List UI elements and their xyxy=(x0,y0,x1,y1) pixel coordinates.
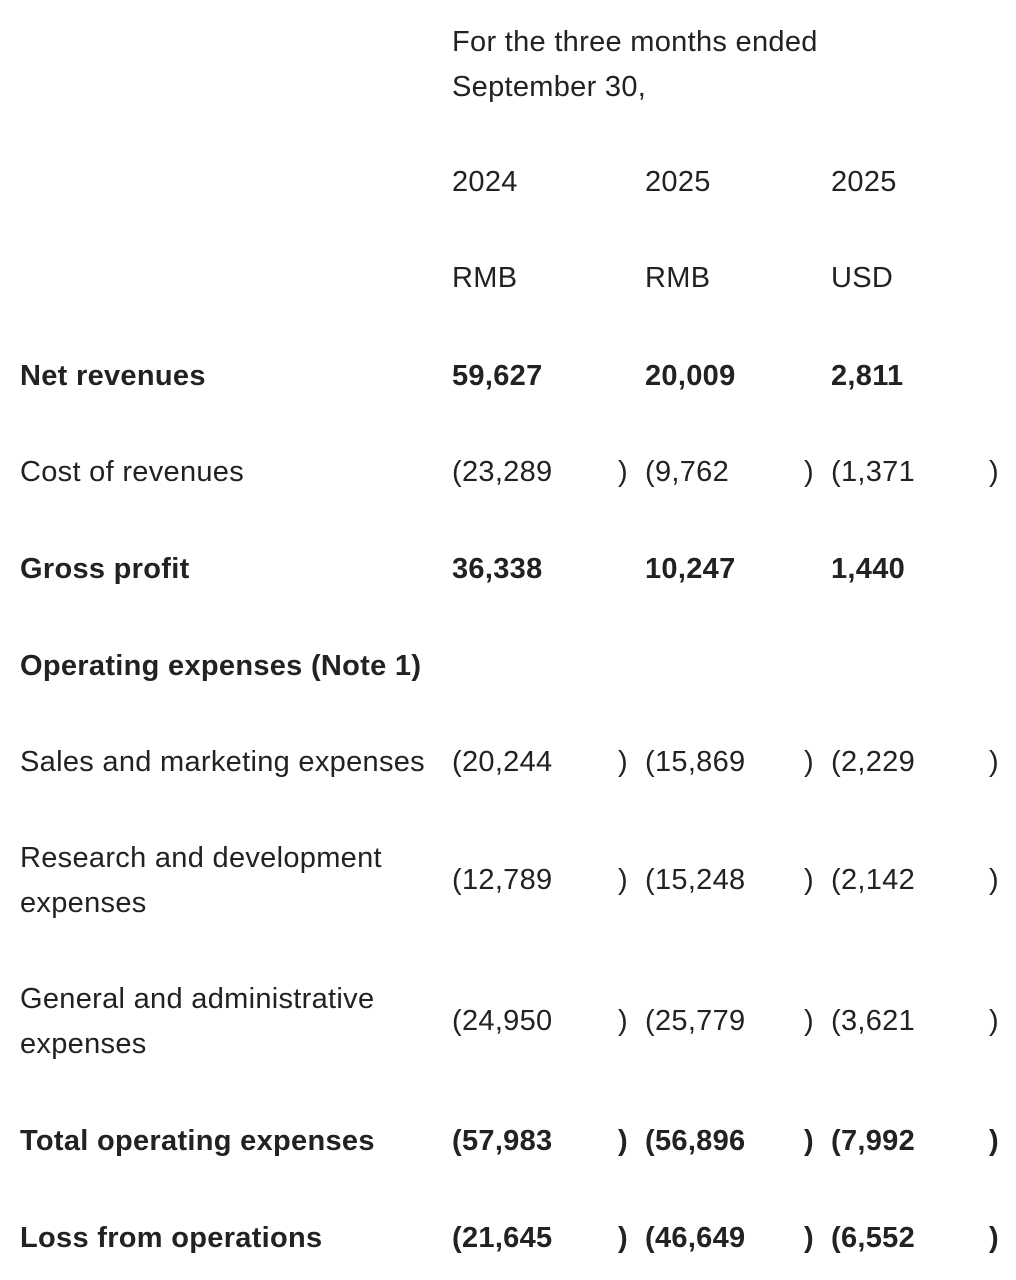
row-label: General and administrative xyxy=(20,983,375,1015)
closing-paren: ) xyxy=(804,456,814,488)
closing-paren: ) xyxy=(618,1125,628,1157)
row-value-col3: (6,552 xyxy=(831,1222,916,1254)
closing-paren: ) xyxy=(804,746,814,778)
year-header-col1: 2024 xyxy=(452,166,518,198)
row-value-col1: (21,645 xyxy=(452,1222,553,1254)
row-label: Gross profit xyxy=(20,553,190,585)
row-value-col3: 2,811 xyxy=(831,360,904,392)
closing-paren: ) xyxy=(989,1222,999,1254)
row-value-col2: (9,762 xyxy=(645,456,730,488)
closing-paren: ) xyxy=(989,1125,999,1157)
closing-paren: ) xyxy=(804,1005,814,1037)
closing-paren: ) xyxy=(989,456,999,488)
row-label-continued: expenses xyxy=(20,1028,147,1060)
row-value-col1: 36,338 xyxy=(452,553,543,585)
currency-header-col2: RMB xyxy=(645,262,711,294)
row-value-col1: (12,789 xyxy=(452,864,553,896)
row-value-col3: (2,142 xyxy=(831,864,916,896)
period-header-line1: For the three months ended xyxy=(452,26,818,58)
row-label: Research and development xyxy=(20,842,382,874)
currency-header-col1: RMB xyxy=(452,262,518,294)
row-value-col2: 10,247 xyxy=(645,553,736,585)
row-value-col3: (2,229 xyxy=(831,746,916,778)
row-value-col1: (24,950 xyxy=(452,1005,553,1037)
row-value-col1: (57,983 xyxy=(452,1125,553,1157)
closing-paren: ) xyxy=(618,1005,628,1037)
row-value-col3: (7,992 xyxy=(831,1125,916,1157)
row-label: Net revenues xyxy=(20,360,206,392)
closing-paren: ) xyxy=(618,864,628,896)
currency-header-col3: USD xyxy=(831,262,894,294)
closing-paren: ) xyxy=(989,746,999,778)
row-label: Total operating expenses xyxy=(20,1125,375,1157)
closing-paren: ) xyxy=(618,1222,628,1254)
section-label: Operating expenses (Note 1) xyxy=(20,650,422,682)
row-label-continued: expenses xyxy=(20,887,147,919)
row-value-col1: (20,244 xyxy=(452,746,553,778)
row-value-col2: (56,896 xyxy=(645,1125,746,1157)
row-value-col2: 20,009 xyxy=(645,360,736,392)
row-label: Loss from operations xyxy=(20,1222,323,1254)
closing-paren: ) xyxy=(989,864,999,896)
row-value-col2: (15,869 xyxy=(645,746,746,778)
row-value-col2: (25,779 xyxy=(645,1005,746,1037)
row-value-col3: (3,621 xyxy=(831,1005,916,1037)
period-header-line2: September 30, xyxy=(452,71,647,103)
year-header-col2: 2025 xyxy=(645,166,711,198)
row-value-col1: 59,627 xyxy=(452,360,543,392)
row-value-col1: (23,289 xyxy=(452,456,553,488)
closing-paren: ) xyxy=(804,864,814,896)
closing-paren: ) xyxy=(989,1005,999,1037)
closing-paren: ) xyxy=(804,1125,814,1157)
closing-paren: ) xyxy=(618,456,628,488)
year-header-col3: 2025 xyxy=(831,166,897,198)
row-value-col2: (46,649 xyxy=(645,1222,746,1254)
row-value-col3: 1,440 xyxy=(831,553,906,585)
row-value-col3: (1,371 xyxy=(831,456,916,488)
row-label: Sales and marketing expenses xyxy=(20,746,425,778)
closing-paren: ) xyxy=(618,746,628,778)
row-value-col2: (15,248 xyxy=(645,864,746,896)
row-label: Cost of revenues xyxy=(20,456,245,488)
closing-paren: ) xyxy=(804,1222,814,1254)
